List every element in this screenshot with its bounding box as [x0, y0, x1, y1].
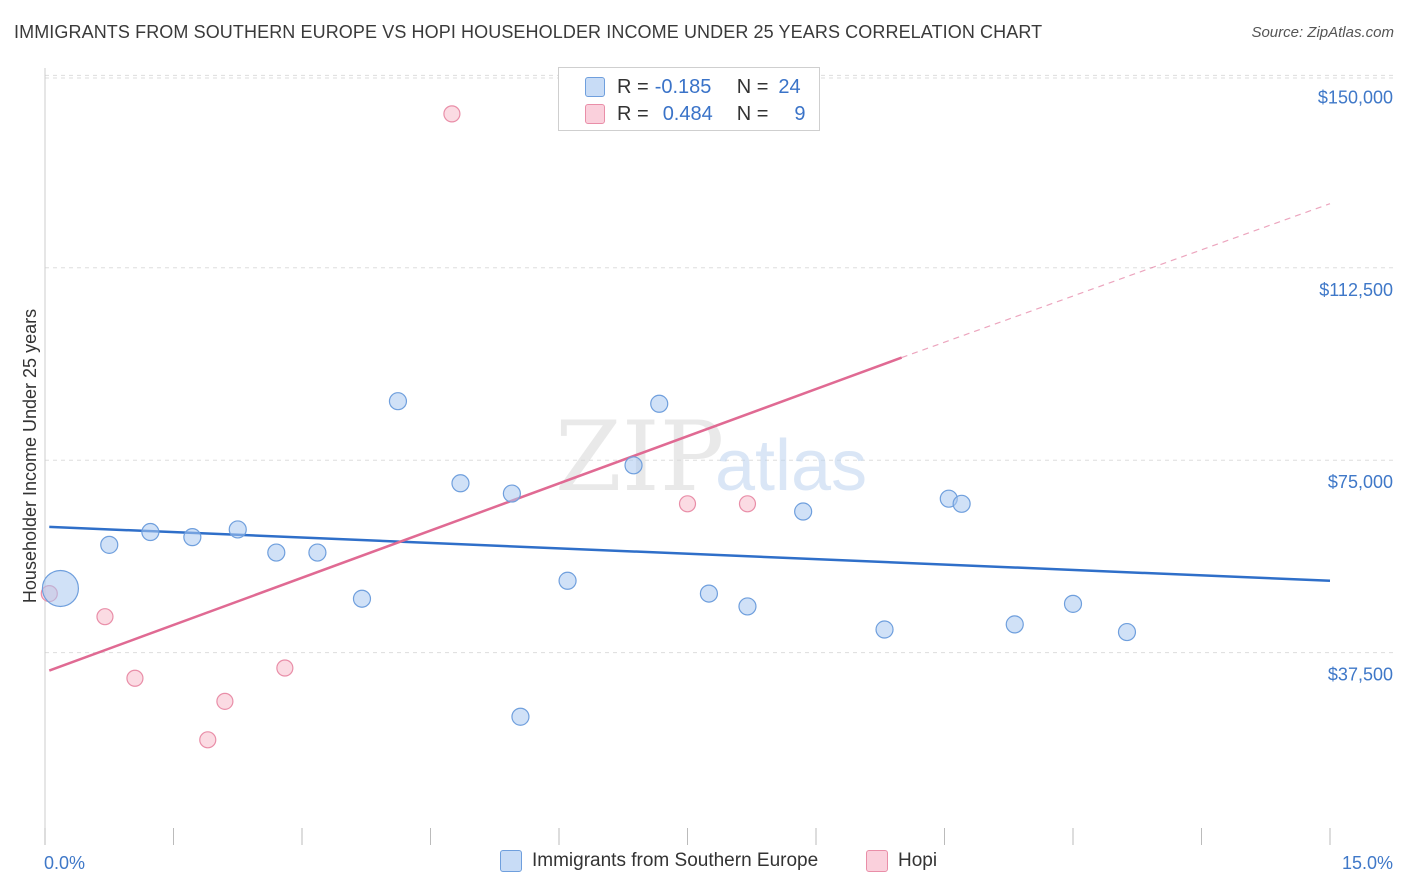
legend-label: Immigrants from Southern Europe — [532, 850, 819, 871]
r-label: R = — [617, 75, 649, 98]
watermark-atlas: atlas — [715, 426, 867, 506]
data-point-southern-europe — [228, 520, 247, 539]
trend-line-hopi — [48, 356, 903, 672]
x-max-label: 15.0% — [1342, 853, 1393, 873]
stats-legend: R = -0.185 N = 24 R = 0.484 N = 9 — [558, 67, 820, 131]
data-point-southern-europe — [388, 392, 408, 411]
n-value: 24 — [778, 75, 801, 98]
data-point-southern-europe — [650, 394, 669, 413]
trend-lines — [48, 203, 1331, 672]
data-point-southern-europe — [183, 528, 202, 547]
data-point-southern-europe — [502, 484, 521, 503]
chart-title: IMMIGRANTS FROM SOUTHERN EUROPE VS HOPI … — [14, 22, 1043, 42]
r-label: R = — [617, 102, 649, 125]
data-point-southern-europe — [100, 535, 119, 554]
data-point-southern-europe — [41, 569, 80, 608]
data-points — [40, 105, 1137, 749]
y-tick-label: $112,500 — [1319, 280, 1393, 300]
data-point-hopi — [276, 659, 294, 677]
x-min-label: 0.0% — [44, 853, 85, 873]
data-point-hopi — [443, 105, 461, 123]
data-point-southern-europe — [1117, 622, 1137, 642]
gridlines — [45, 74, 1395, 654]
data-point-southern-europe — [141, 522, 160, 542]
data-point-southern-europe — [558, 571, 577, 590]
data-point-southern-europe — [624, 456, 643, 475]
y-tick-label: $75,000 — [1328, 472, 1393, 492]
y-axis-label: Householder Income Under 25 years — [20, 309, 40, 603]
stats-row-southern-europe: R = -0.185 N = 24 — [559, 73, 801, 101]
n-label: N = — [736, 102, 769, 125]
legend-item-southern-europe: Immigrants from Southern Europe — [500, 850, 818, 872]
legend-swatch-blue — [500, 850, 522, 872]
y-tick-label: $37,500 — [1328, 665, 1393, 685]
data-point-southern-europe — [738, 597, 757, 616]
y-tick-labels: $37,500 $75,000 $112,500 $150,000 — [1318, 87, 1393, 684]
data-point-hopi — [678, 495, 697, 513]
legend-item-hopi: Hopi — [866, 850, 937, 872]
data-point-southern-europe — [875, 620, 894, 639]
data-point-hopi — [126, 669, 144, 687]
data-point-southern-europe — [1005, 615, 1024, 634]
legend-swatch-pink — [866, 850, 888, 872]
data-point-hopi — [96, 608, 114, 626]
swatch-pink — [585, 104, 605, 124]
data-point-hopi — [738, 495, 757, 513]
r-value: 0.484 — [662, 102, 713, 125]
data-point-southern-europe — [451, 474, 470, 493]
data-point-southern-europe — [699, 584, 719, 603]
axes — [44, 68, 1331, 845]
data-point-southern-europe — [352, 589, 372, 608]
data-point-southern-europe — [511, 707, 530, 726]
legend-label: Hopi — [898, 850, 938, 871]
watermark-zip: ZIP — [555, 401, 724, 513]
swatch-blue — [585, 77, 605, 97]
y-tick-label: $150,000 — [1318, 87, 1393, 107]
r-value: -0.185 — [654, 75, 712, 98]
n-value: 9 — [794, 102, 806, 125]
trend-line-southern-europe — [49, 525, 1331, 583]
n-label: N = — [736, 75, 769, 98]
source-label: Source: ZipAtlas.com — [1251, 24, 1394, 41]
data-point-hopi — [199, 731, 217, 749]
watermark: ZIP atlas — [555, 401, 867, 513]
stats-row-hopi: R = 0.484 N = 9 — [559, 100, 806, 128]
data-point-southern-europe — [267, 543, 286, 562]
data-point-southern-europe — [1063, 594, 1083, 613]
data-point-southern-europe — [952, 494, 971, 513]
data-point-southern-europe — [794, 502, 813, 521]
data-point-southern-europe — [308, 543, 327, 562]
data-point-hopi — [216, 692, 234, 710]
trend-line-hopi-extension — [901, 203, 1331, 359]
